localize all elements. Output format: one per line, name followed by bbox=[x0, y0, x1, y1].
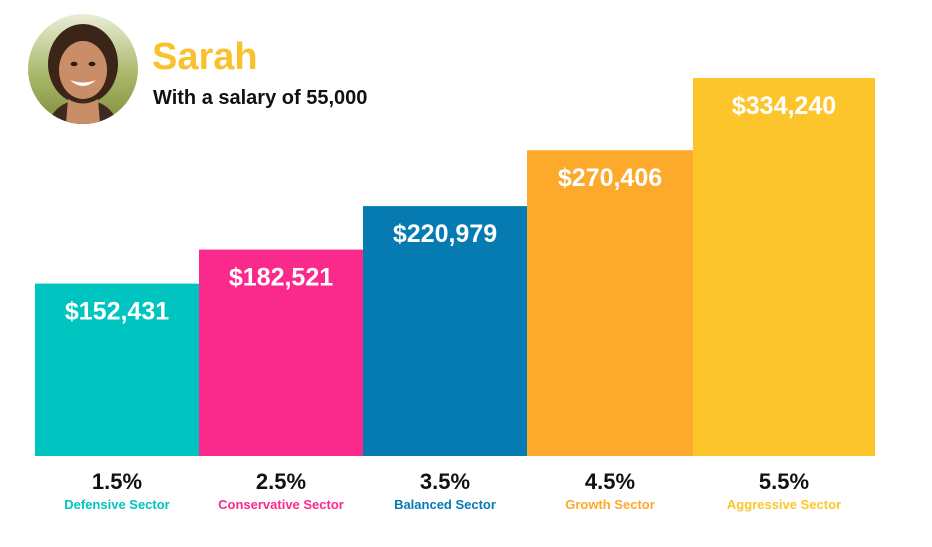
sector-label: Conservative Sector bbox=[218, 497, 344, 512]
bar-value-label: $182,521 bbox=[229, 264, 333, 292]
bar-value-label: $334,240 bbox=[732, 92, 836, 120]
bar-3 bbox=[363, 206, 527, 456]
salary-subtitle: With a salary of 55,000 bbox=[153, 87, 368, 109]
bar-value-label: $270,406 bbox=[558, 164, 662, 192]
sector-label: Defensive Sector bbox=[64, 497, 170, 512]
sector-label: Balanced Sector bbox=[394, 497, 496, 512]
person-name: Sarah bbox=[152, 36, 258, 78]
rate-tick-label: 2.5% bbox=[256, 469, 306, 494]
rate-tick-label: 1.5% bbox=[92, 469, 142, 494]
bar-1 bbox=[35, 283, 199, 456]
avatar bbox=[28, 14, 138, 124]
bar-value-label: $152,431 bbox=[65, 298, 169, 326]
bar-4 bbox=[527, 150, 693, 456]
rate-tick-label: 3.5% bbox=[420, 469, 470, 494]
bar-5 bbox=[693, 78, 875, 456]
bar-2 bbox=[199, 249, 363, 456]
sector-label: Growth Sector bbox=[565, 497, 655, 512]
bar-value-label: $220,979 bbox=[393, 220, 497, 248]
rate-tick-label: 5.5% bbox=[759, 469, 809, 494]
rate-tick-label: 4.5% bbox=[585, 469, 635, 494]
sector-label: Aggressive Sector bbox=[727, 497, 841, 512]
